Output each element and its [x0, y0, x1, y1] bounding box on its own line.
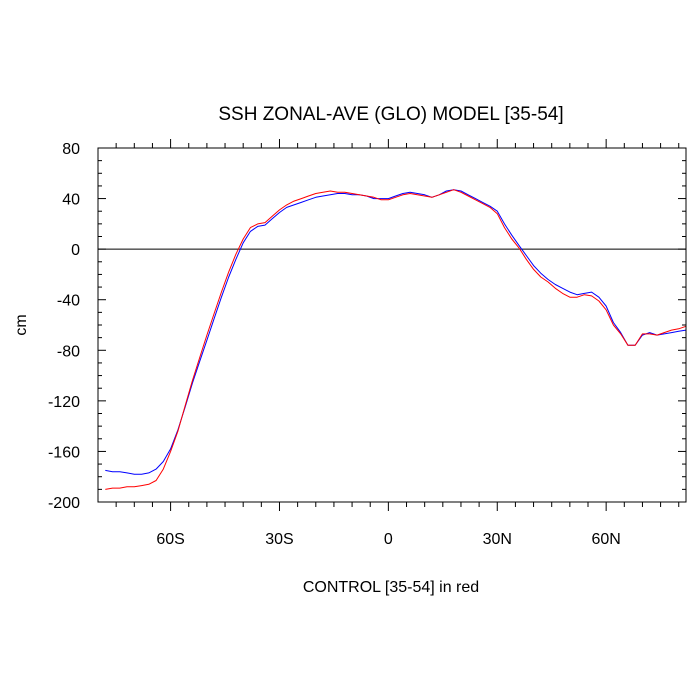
plot-frame — [97, 147, 687, 503]
series-line-blue — [105, 189, 687, 475]
x-axis-label: CONTROL [35-54] in red — [303, 579, 479, 596]
y-tick-label: 0 — [71, 242, 80, 259]
plot-area: 80 40 0 -40 -80 -120 -160 -200 60S 30S 0 30N 60N — [48, 139, 687, 548]
chart-title: SSH ZONAL-AVE (GLO) MODEL [35-54] — [218, 104, 563, 125]
y-tick-label: 40 — [62, 192, 80, 209]
x-tick-label: 60N — [591, 531, 620, 548]
y-tick-label: -160 — [48, 444, 80, 461]
x-tick-label: 60S — [156, 531, 184, 548]
y-tick-label: -200 — [48, 495, 80, 512]
series-line-red — [105, 189, 687, 490]
y-tick-label: -40 — [57, 293, 80, 310]
x-tick-label: 30S — [265, 531, 293, 548]
x-tick-label: 0 — [384, 531, 393, 548]
y-tick-label: 80 — [62, 141, 80, 158]
y-axis-label: cm — [13, 314, 30, 335]
y-tick-label: -80 — [57, 343, 80, 360]
x-tick-label: 30N — [483, 531, 512, 548]
y-tick-label: -120 — [48, 394, 80, 411]
